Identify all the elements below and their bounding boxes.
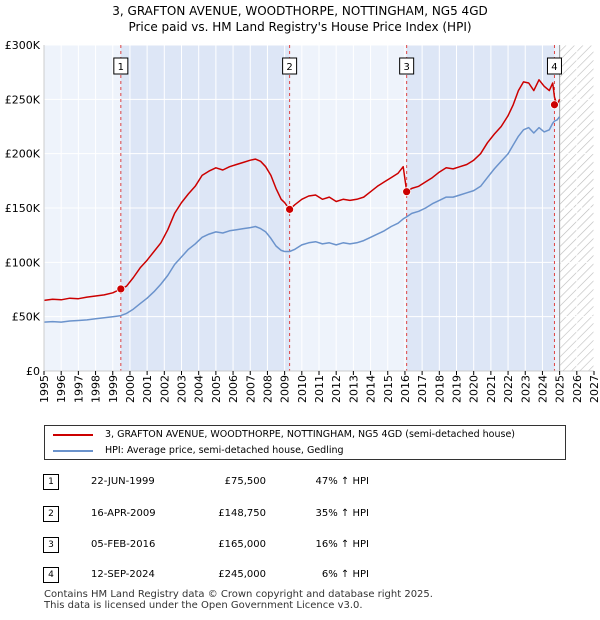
transaction-price: £148,750	[218, 508, 266, 519]
x-tick-label: 2006	[227, 375, 240, 403]
x-tick-label: 2001	[141, 375, 154, 403]
sale-point	[550, 100, 559, 110]
x-tick-label: 2010	[296, 375, 309, 403]
transaction-row: 4 12-SEP-2024 £245,000 6% ↑ HPI	[0, 565, 600, 585]
legend-label-property: 3, GRAFTON AVENUE, WOODTHORPE, NOTTINGHA…	[105, 429, 515, 440]
legend-item-property: 3, GRAFTON AVENUE, WOODTHORPE, NOTTINGHA…	[53, 427, 515, 443]
x-tick-label: 1999	[107, 375, 120, 403]
x-tick-label: 2005	[210, 375, 223, 403]
x-tick-label: 2016	[399, 375, 412, 403]
x-tick-label: 2012	[330, 375, 343, 403]
x-tick-label: 2026	[571, 375, 584, 403]
transaction-price: £75,500	[224, 476, 266, 487]
series-line-hpi	[43, 116, 561, 323]
x-tick-label: 2017	[416, 375, 429, 403]
x-tick-label: 2015	[382, 375, 395, 403]
sale-point	[116, 284, 126, 294]
x-tick-label: 2002	[158, 375, 171, 403]
x-tick-label: 1997	[72, 375, 85, 403]
x-tick-label: 2027	[588, 375, 600, 403]
x-tick-label: 2014	[365, 375, 378, 403]
transaction-number-badge: 1	[43, 474, 59, 490]
transaction-number-badge: 3	[43, 537, 59, 553]
y-tick-label: £50K	[12, 311, 41, 324]
y-tick-label: £200K	[5, 148, 41, 161]
x-tick-label: 2007	[244, 375, 257, 403]
sale-number-box	[399, 57, 415, 75]
chart-legend: 3, GRAFTON AVENUE, WOODTHORPE, NOTTINGHA…	[44, 425, 566, 460]
sale-number-box	[282, 57, 298, 75]
x-tick-label: 1996	[55, 375, 68, 403]
transaction-price: £165,000	[218, 539, 266, 550]
footer-copyright: Contains HM Land Registry data © Crown c…	[44, 589, 433, 600]
x-tick-label: 2025	[554, 375, 567, 403]
legend-label-hpi: HPI: Average price, semi-detached house,…	[105, 445, 344, 456]
legend-item-hpi: HPI: Average price, semi-detached house,…	[53, 443, 344, 459]
sale-number-label: 3	[403, 62, 409, 73]
x-tick-label: 2008	[261, 375, 274, 403]
transaction-row: 2 16-APR-2009 £148,750 35% ↑ HPI	[0, 504, 600, 524]
transaction-date: 16-APR-2009	[91, 508, 156, 519]
transaction-hpi-change: 16% ↑ HPI	[315, 539, 369, 550]
transaction-hpi-change: 47% ↑ HPI	[315, 476, 369, 487]
legend-swatch-hpi	[53, 449, 93, 452]
y-tick-label: £300K	[5, 39, 41, 52]
x-tick-label: 1995	[38, 375, 51, 403]
x-tick-label: 2004	[193, 375, 206, 403]
y-tick-label: £0	[26, 365, 40, 378]
x-tick-label: 2003	[176, 375, 189, 403]
sale-number-label: 4	[551, 62, 557, 73]
sale-number-box	[113, 57, 129, 75]
x-tick-label: 2021	[485, 375, 498, 403]
legend-swatch-property	[53, 433, 93, 436]
transaction-row: 1 22-JUN-1999 £75,500 47% ↑ HPI	[0, 472, 600, 492]
sale-point	[402, 187, 412, 197]
x-tick-label: 2009	[279, 375, 292, 403]
x-tick-label: 2020	[468, 375, 481, 403]
footer-licence: This data is licensed under the Open Gov…	[44, 600, 363, 611]
chart-title-subtitle: Price paid vs. HM Land Registry's House …	[128, 20, 472, 34]
series-line-property	[43, 79, 561, 302]
transaction-row: 3 05-FEB-2016 £165,000 16% ↑ HPI	[0, 535, 600, 555]
x-tick-label: 2019	[451, 375, 464, 403]
price-chart: 1 2 3 4 £0 £50K £100K £150K £200K £250K £300K 1995 1…	[5, 39, 600, 403]
x-tick-label: 2000	[124, 375, 137, 403]
sale-number-label: 2	[286, 62, 292, 73]
y-tick-label: £100K	[5, 256, 41, 269]
y-tick-label: £250K	[5, 93, 41, 106]
transaction-date: 05-FEB-2016	[91, 539, 156, 550]
transaction-number-badge: 4	[43, 567, 59, 583]
transaction-price: £245,000	[218, 569, 266, 580]
transaction-date: 22-JUN-1999	[91, 476, 155, 487]
x-tick-label: 2011	[313, 375, 326, 403]
x-tick-label: 2018	[433, 375, 446, 403]
y-tick-label: £150K	[5, 202, 41, 215]
x-tick-label: 2024	[536, 375, 549, 403]
transaction-hpi-change: 6% ↑ HPI	[321, 569, 369, 580]
x-tick-label: 2013	[347, 375, 360, 403]
transaction-date: 12-SEP-2024	[91, 569, 155, 580]
x-tick-label: 2022	[502, 375, 515, 403]
x-tick-label: 1998	[90, 375, 103, 403]
transaction-number-badge: 2	[43, 506, 59, 522]
sale-number-label: 1	[118, 62, 124, 73]
sale-point	[285, 204, 295, 214]
x-tick-label: 2023	[519, 375, 532, 403]
transaction-hpi-change: 35% ↑ HPI	[315, 508, 369, 519]
chart-title-address: 3, GRAFTON AVENUE, WOODTHORPE, NOTTINGHA…	[112, 4, 488, 18]
sale-number-box	[546, 57, 562, 75]
